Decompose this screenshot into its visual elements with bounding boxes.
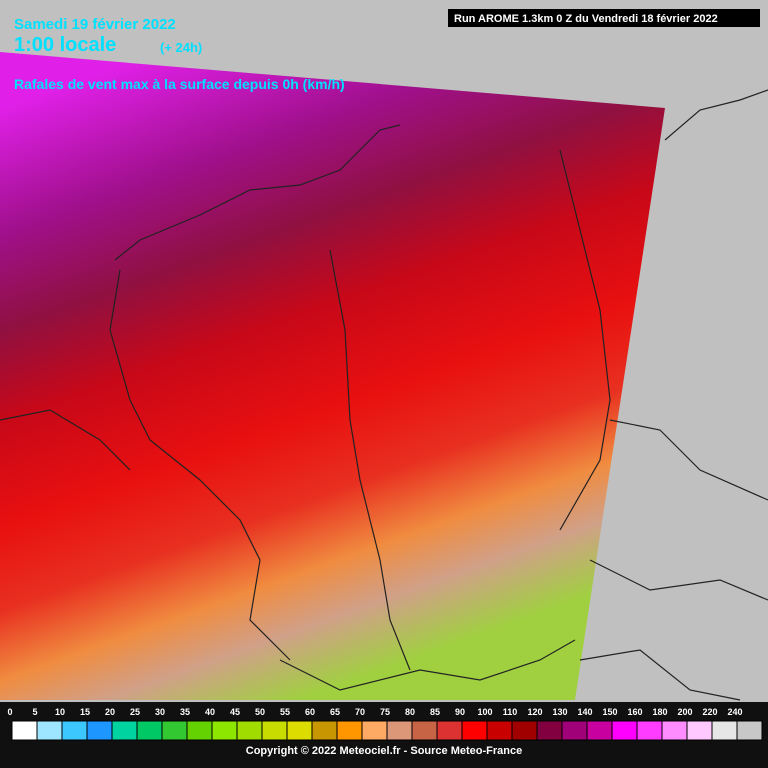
legend-label: 30 (155, 707, 165, 717)
legend-swatch (236, 720, 263, 741)
legend-label: 20 (105, 707, 115, 717)
legend-label: 90 (455, 707, 465, 717)
legend-swatch (586, 720, 613, 741)
legend-label: 0 (7, 707, 12, 717)
legend-swatch (86, 720, 113, 741)
run-box (448, 9, 760, 27)
legend-swatch (261, 720, 288, 741)
legend-label: 100 (477, 707, 492, 717)
run-info: Run AROME 1.3km 0 Z du Vendredi 18 févri… (454, 13, 718, 25)
legend-label: 10 (55, 707, 65, 717)
legend-swatch (111, 720, 138, 741)
legend-swatch (511, 720, 538, 741)
lead-time: (+ 24h) (160, 40, 202, 55)
legend-label: 110 (503, 707, 518, 717)
borders (0, 89, 768, 701)
wind-field (0, 52, 665, 700)
legend-swatch (211, 720, 238, 741)
legend-swatch (436, 720, 463, 741)
legend-swatch (286, 720, 313, 741)
legend-swatch (11, 720, 38, 741)
legend-swatch (686, 720, 713, 741)
legend-swatch (361, 720, 388, 741)
legend-swatch (36, 720, 63, 741)
legend-label: 120 (527, 707, 542, 717)
legend-label: 60 (305, 707, 315, 717)
legend-label: 5 (32, 707, 37, 717)
parameter: Rafales de vent max à la surface depuis … (14, 76, 345, 92)
legend-swatch (186, 720, 213, 741)
legend-label: 45 (230, 707, 240, 717)
legend-swatch (61, 720, 88, 741)
legend-swatch (386, 720, 413, 741)
legend-swatch (461, 720, 488, 741)
time: 1:00 locale (14, 34, 116, 56)
legend-swatch (486, 720, 513, 741)
legend-label: 25 (130, 707, 140, 717)
legend-label: 85 (430, 707, 440, 717)
legend-label: 150 (602, 707, 617, 717)
legend-label: 40 (205, 707, 215, 717)
legend-swatch (311, 720, 338, 741)
legend-swatch (536, 720, 563, 741)
legend-swatch (711, 720, 738, 741)
legend-label: 160 (627, 707, 642, 717)
legend-swatch (561, 720, 588, 741)
legend-label: 200 (677, 707, 692, 717)
date: Samedi 19 février 2022 (14, 16, 176, 33)
legend-label: 220 (702, 707, 717, 717)
legend-label: 55 (280, 707, 290, 717)
legend-label: 130 (552, 707, 567, 717)
legend-swatch (161, 720, 188, 741)
legend-swatch (336, 720, 363, 741)
legend-swatch (411, 720, 438, 741)
legend-label: 65 (330, 707, 340, 717)
legend-swatch (611, 720, 638, 741)
legend-swatch (636, 720, 663, 741)
legend-label: 50 (255, 707, 265, 717)
legend-swatch (661, 720, 688, 741)
legend-label: 240 (727, 707, 742, 717)
legend-label: 75 (380, 707, 390, 717)
legend-swatch (136, 720, 163, 741)
legend-label: 140 (577, 707, 592, 717)
legend-label: 70 (355, 707, 365, 717)
copyright: Copyright © 2022 Meteociel.fr - Source M… (246, 745, 522, 757)
legend-label: 180 (652, 707, 667, 717)
legend-label: 15 (80, 707, 90, 717)
legend-label: 35 (180, 707, 190, 717)
legend-swatch (736, 720, 763, 741)
legend-label: 80 (405, 707, 415, 717)
legend: 0 5 10 15 20 25 30 35 40 45 50 55 60 65 70 75 80 85 90 100 1… (7, 707, 763, 741)
